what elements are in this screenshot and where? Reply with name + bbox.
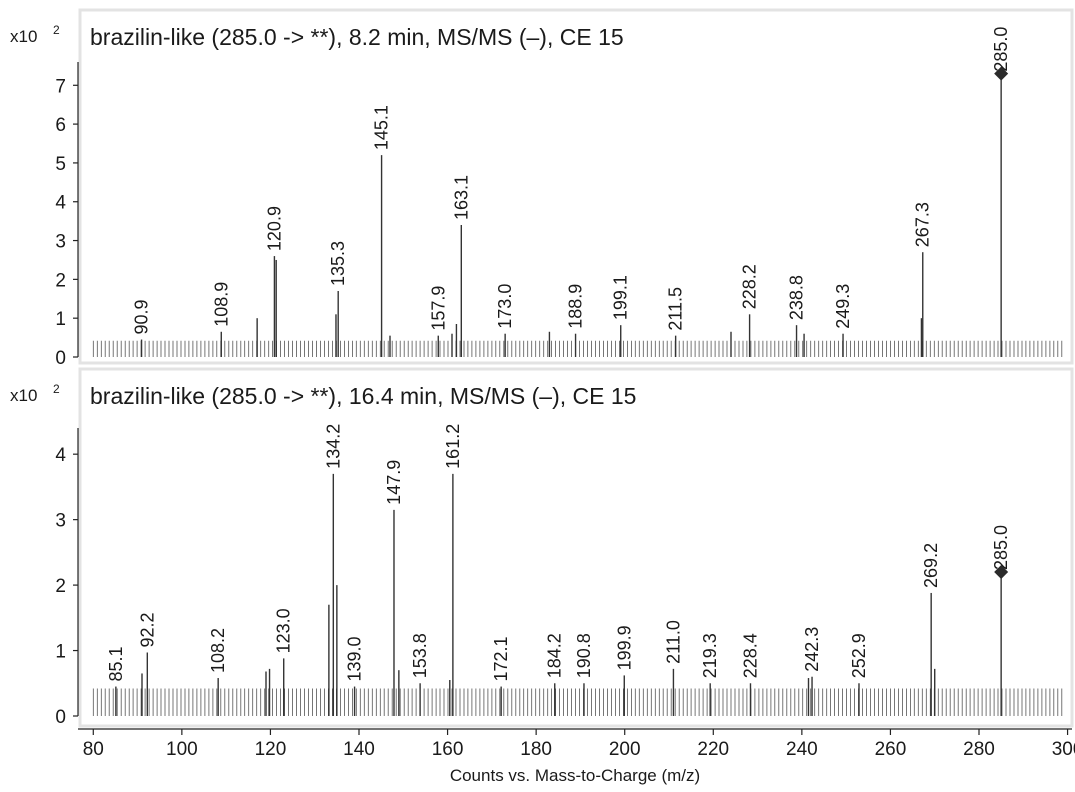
peak-label: 145.1 [372, 105, 392, 150]
peak-label: 85.1 [106, 646, 126, 681]
y-tick-label: 2 [55, 576, 66, 597]
y-tick-label: 0 [55, 707, 66, 728]
peak-label: 134.2 [323, 424, 343, 469]
y-tick-label: 7 [55, 76, 66, 97]
precursor-marker [994, 565, 1009, 579]
chart-title-bottom: brazilin-like (285.0 -> **), 16.4 min, M… [90, 383, 636, 409]
y-tick-label: 1 [55, 642, 66, 663]
x-tick-label: 140 [343, 739, 375, 760]
y-multiplier-top: x10 [10, 27, 37, 46]
y-tick-label: 4 [55, 445, 66, 466]
y-tick-label: 4 [55, 193, 66, 214]
peak-label: 90.9 [132, 299, 152, 334]
peak-label: 242.3 [802, 627, 822, 672]
spectrum-panel-bottom: x10 2 brazilin-like (285.0 -> **), 16.4 … [10, 367, 1074, 728]
peak-label: 188.9 [566, 284, 586, 329]
y-exponent-top: 2 [53, 23, 60, 37]
peak-label: 173.0 [495, 284, 515, 329]
y-tick-label: 1 [55, 309, 66, 330]
y-tick-label: 0 [55, 348, 66, 369]
peak-label: 211.0 [663, 620, 683, 664]
peak-label: 92.2 [137, 612, 157, 647]
peak-label: 228.2 [740, 264, 760, 309]
peak-label: 190.8 [574, 633, 594, 678]
y-multiplier-bottom: x10 [10, 386, 37, 405]
y-exponent-bottom: 2 [53, 382, 60, 396]
peak-label: 161.2 [443, 424, 463, 469]
noise-baseline-bottom [92, 688, 1063, 716]
x-tick-label: 80 [83, 739, 104, 760]
peaks-bottom: 85.1 92.2 108.2 123.0 134.2 139.0 147.9 153.8 16… [106, 424, 1011, 716]
noise-baseline-top [92, 340, 1063, 357]
peak-label: 219.3 [700, 633, 720, 678]
peak-label: 108.2 [208, 628, 228, 673]
peak-label: 285.0 [991, 27, 1011, 72]
peak-label: 163.1 [451, 175, 471, 220]
x-tick-label: 240 [786, 739, 818, 760]
peak-label: 135.3 [328, 241, 348, 286]
peak-label: 252.9 [849, 633, 869, 678]
peak-label: 269.2 [921, 543, 941, 588]
y-tick-label: 3 [55, 232, 66, 253]
peak-label: 108.9 [211, 282, 231, 327]
spectrum-panel-top: x10 2 brazilin-like (285.0 -> **), 8.2 m… [10, 8, 1074, 369]
precursor-marker [994, 66, 1009, 81]
x-tick-label: 180 [520, 739, 552, 760]
y-axis-bottom: 0 1 2 3 4 [55, 428, 79, 728]
y-tick-label: 2 [55, 270, 66, 291]
chart-title-top: brazilin-like (285.0 -> **), 8.2 min, MS… [90, 24, 624, 50]
y-tick-label: 3 [55, 511, 66, 532]
x-tick-label: 260 [875, 739, 907, 760]
peak-label: 153.8 [410, 633, 430, 678]
peak-label: 139.0 [345, 636, 365, 681]
peak-label: 211.5 [666, 287, 686, 331]
peaks-top: 90.9 108.9 120.9 135.3 145.1 157.9 163.1 173.0 1… [132, 27, 1011, 357]
y-tick-label: 6 [55, 115, 66, 136]
peak-label: 123.0 [274, 608, 294, 653]
peak-label: 147.9 [384, 460, 404, 505]
peak-label: 157.9 [428, 286, 448, 331]
noise-lines [92, 340, 1063, 357]
x-tick-label: 120 [255, 739, 287, 760]
peak-label: 238.8 [787, 275, 807, 320]
x-tick-label: 100 [166, 739, 198, 760]
x-tick-label: 280 [963, 739, 995, 760]
peak-label: 249.3 [833, 284, 853, 329]
peak-label: 172.1 [491, 636, 511, 681]
noise-lines [92, 688, 1063, 716]
y-tick-label: 5 [55, 154, 66, 175]
x-tick-label: 300 [1052, 739, 1075, 760]
peak-label: 267.3 [913, 202, 933, 247]
peak-label: 285.0 [991, 525, 1011, 570]
peak-label: 199.9 [614, 625, 634, 670]
x-tick-label: 160 [432, 739, 464, 760]
peak-label: 228.4 [740, 633, 760, 678]
x-axis-label: Counts vs. Mass-to-Charge (m/z) [450, 766, 700, 785]
x-tick-label: 200 [609, 739, 641, 760]
peak-label: 184.2 [545, 633, 565, 678]
x-tick-label: 220 [697, 739, 729, 760]
peak-label: 199.1 [611, 275, 631, 320]
x-axis: 80 100 120 140 160 180 200 220 240 260 280 300 [78, 728, 1075, 760]
y-axis-top: 0 1 2 3 4 5 6 7 [55, 62, 79, 369]
peak-label: 120.9 [264, 206, 284, 251]
